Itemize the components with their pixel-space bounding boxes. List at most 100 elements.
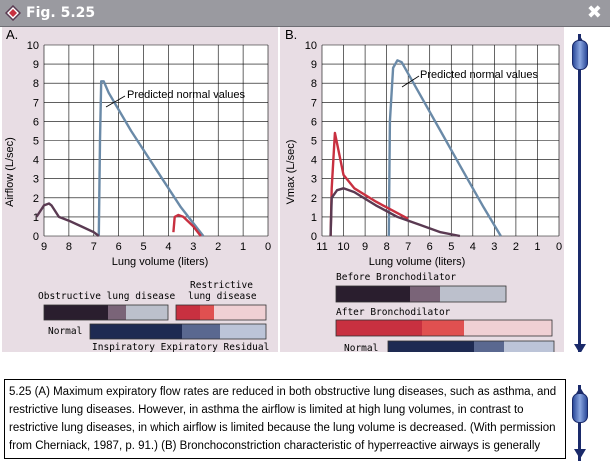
panel-a-xtick-label: 0 (265, 241, 271, 253)
panel-a-ytick-label: 9 (33, 59, 39, 71)
legend-restrictive-bar-outline (175, 304, 267, 321)
panel-b-xtick-label: 0 (556, 241, 562, 253)
legend-b-normal-label: Normal (344, 343, 378, 352)
legend-a-normal-residual (220, 324, 266, 339)
legend-a-normal-inspiratory (90, 324, 182, 339)
panel-a-ytick-label: 0 (33, 231, 39, 243)
panel-b-xtick-label: 7 (405, 241, 411, 253)
window-titlebar: Fig. 5.25 ✖ (0, 0, 610, 27)
figure-scroll-thumb[interactable] (572, 40, 588, 70)
panel-b-series-2 (329, 131, 409, 237)
panel-a-xtick-label: 1 (240, 241, 246, 253)
legend-b-normal-bar-outline (387, 340, 555, 352)
panel-a-ytick-label: 7 (33, 97, 39, 109)
panel-a-xtick-label: 4 (165, 241, 171, 253)
panel-b-ytick-label: 4 (311, 155, 317, 167)
panel-a-xtick-label: 5 (140, 241, 146, 253)
panel-a-ytick-label: 1 (33, 212, 39, 224)
panel-b-label: B. (285, 27, 297, 42)
legend-a-normal-expiratory (182, 324, 220, 339)
panel-a-series-2 (35, 202, 100, 237)
caption-scroll-track (578, 385, 581, 461)
legend-before-expiratory (410, 286, 440, 302)
legend-a-normal-bar-outline (89, 323, 267, 340)
panel-b-xtick-label: 10 (337, 241, 349, 253)
panel-a-annotation: Predicted normal values (127, 89, 246, 101)
legend-obstructive-residual (126, 305, 168, 320)
panel-b-xtick-label: 2 (513, 241, 519, 253)
panel-b-xtick-label: 9 (362, 241, 368, 253)
legend-before-residual (440, 286, 506, 302)
panel-b-xtick-label: 3 (491, 241, 497, 253)
legend-obstructive-label: Obstructive lung disease (38, 291, 176, 302)
panel-b-ytick-label: 8 (311, 78, 317, 90)
legend-before-inspiratory (336, 286, 410, 302)
legend-before-bar-outline (335, 285, 507, 303)
legend-after-label: After Bronchodilator (336, 307, 451, 318)
panel-a-ytick-label: 5 (33, 136, 39, 148)
legend-a-normal-label: Normal (48, 326, 82, 337)
panel-b-ytick-label: 7 (311, 97, 317, 109)
panel-a-annotation-pointer (105, 95, 126, 108)
panel-a-xtick-label: 9 (41, 241, 47, 253)
panel-b-ytick-label: 1 (311, 212, 317, 224)
panel-b-series-1 (387, 59, 502, 237)
panel-a-ytick-label: 4 (33, 155, 39, 167)
legend-b-normal-inspiratory (388, 341, 474, 352)
legend-after-residual (464, 320, 552, 336)
panel-a-ytick-label: 8 (33, 78, 39, 90)
app-icon (5, 5, 21, 21)
legend-after-inspiratory (336, 320, 422, 336)
panel-b-ytick-label: 3 (311, 174, 317, 186)
legend-after-bar-outline (335, 319, 553, 337)
close-icon[interactable]: ✖ (586, 2, 602, 23)
pane-separator (0, 352, 610, 378)
legend-restrictive-residual (214, 305, 266, 320)
legend-b-normal-expiratory (474, 341, 504, 352)
caption-scroll-down-icon[interactable] (573, 447, 587, 461)
panel-a-ytick-label: 3 (33, 174, 39, 186)
panel-b-ylabel: Vmax (L/sec) (285, 140, 297, 205)
panel-a-ytick-label: 6 (33, 116, 39, 128)
panel-b-ytick-label: 9 (311, 59, 317, 71)
legend-restrictive-expiratory (200, 305, 214, 320)
panel-b-xtick-label: 11 (316, 241, 327, 253)
panel-a-ytick-label: 10 (27, 40, 39, 52)
legend-obstructive-expiratory (108, 305, 126, 320)
panel-b-ytick-label: 10 (305, 40, 317, 52)
panel-a-ylabel: Airflow (L/sec) (4, 137, 16, 207)
panel-b-ytick-label: 0 (311, 231, 317, 243)
caption-scroll-thumb[interactable] (572, 393, 588, 423)
panel-a-ytick-label: 2 (33, 193, 39, 205)
panel-b-xlabel: Lung volume (liters) (369, 256, 466, 268)
legend-obstructive-inspiratory (44, 305, 108, 320)
figure-scrollbar[interactable] (572, 34, 588, 356)
panel-b-xtick-label: 5 (448, 241, 454, 253)
legend-restrictive-label-1: Restrictive (190, 280, 253, 291)
panel-a-xtick-label: 8 (66, 241, 72, 253)
caption-box[interactable]: 5.25 (A) Maximum expiratory flow rates a… (4, 379, 566, 459)
window-title: Fig. 5.25 (26, 5, 96, 21)
panel-a-xtick-label: 2 (215, 241, 221, 253)
panel-a-label: A. (6, 27, 18, 42)
panel-b-annotation: Predicted normal values (420, 69, 539, 81)
legend-before-label: Before Bronchodilator (336, 272, 456, 283)
legend-a-bottom-labels: Inspiratory Expiratory Residual (92, 342, 269, 352)
panel-a-xlabel: Lung volume (liters) (112, 256, 209, 268)
panel-a-xtick-label: 7 (91, 241, 97, 253)
legend-restrictive-inspiratory (176, 305, 200, 320)
panel-b-ytick-label: 2 (311, 193, 317, 205)
caption-scrollbar[interactable] (572, 385, 588, 461)
panel-a-series-1 (97, 80, 205, 237)
panel-b-series-3 (329, 187, 461, 238)
panel-b-xtick-label: 8 (384, 241, 390, 253)
panel-b-xtick-label: 6 (427, 241, 433, 253)
panel-b-annotation-pointer (401, 75, 420, 88)
legend-restrictive-label-2: lung disease (188, 291, 257, 302)
figure-scroll-down-icon[interactable] (573, 342, 587, 356)
legend-obstructive-bar-outline (43, 304, 169, 321)
panel-a-xtick-label: 3 (190, 241, 196, 253)
